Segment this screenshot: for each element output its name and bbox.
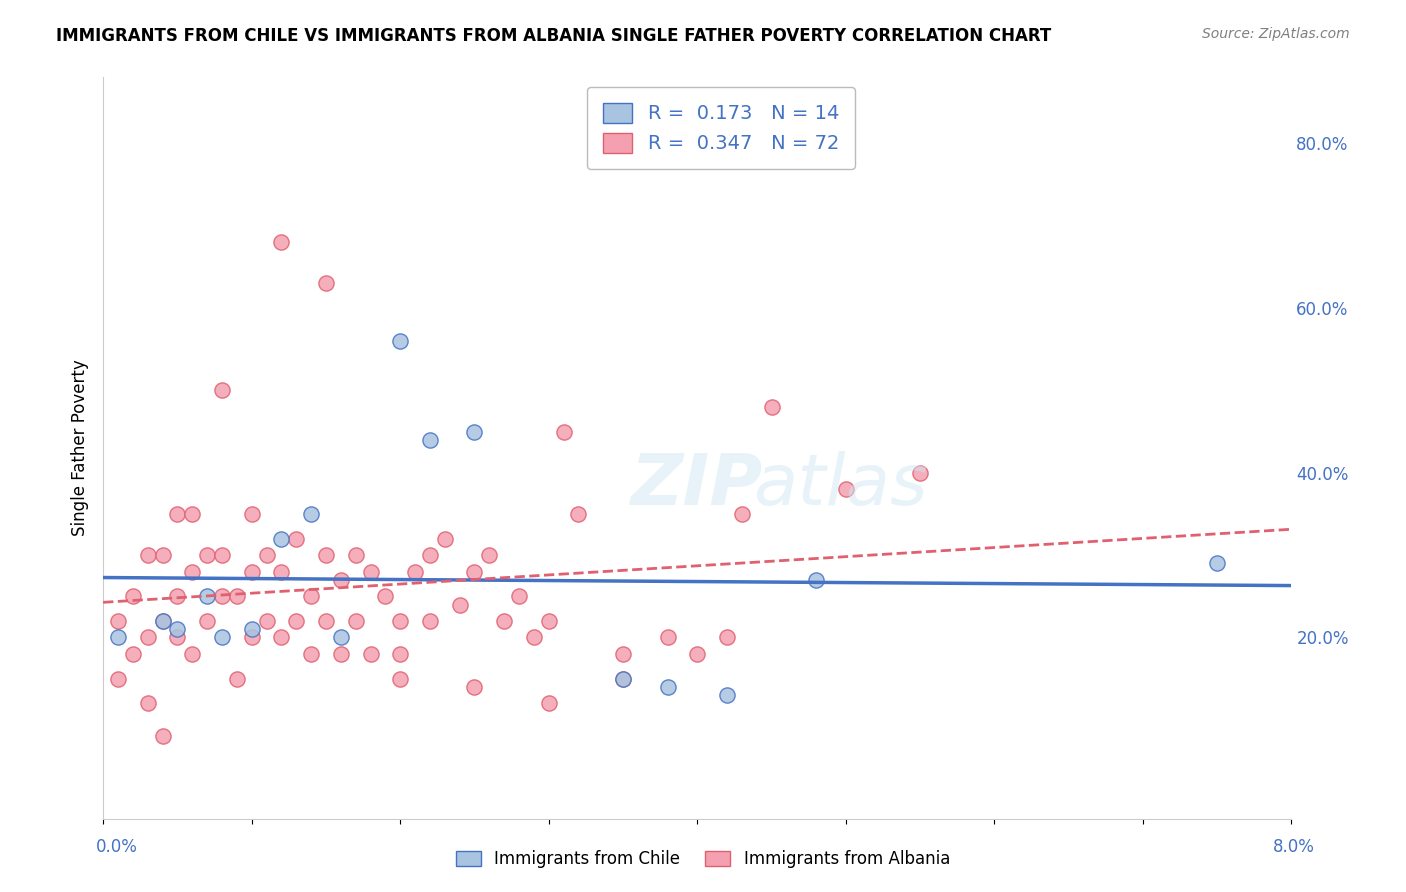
Point (195, 548, 218, 562)
Point (107, 672, 129, 686)
Text: 0.0%: 0.0% (96, 838, 138, 855)
Point (299, 647, 322, 661)
Point (329, 631, 352, 645)
Point (256, 614, 278, 628)
Point (389, 614, 412, 628)
Point (419, 548, 441, 562)
Point (463, 425, 485, 439)
Point (360, 647, 382, 661)
Point (121, 589, 143, 603)
Text: IMMIGRANTS FROM CHILE VS IMMIGRANTS FROM ALBANIA SINGLE FATHER POVERTY CORRELATI: IMMIGRANTS FROM CHILE VS IMMIGRANTS FROM… (56, 27, 1052, 45)
Point (152, 548, 174, 562)
Point (344, 548, 367, 562)
Point (494, 614, 516, 628)
Y-axis label: Single Father Poverty: Single Father Poverty (72, 359, 89, 536)
Point (315, 277, 337, 291)
Point (285, 614, 308, 628)
Point (166, 589, 188, 603)
Point (240, 631, 263, 645)
Point (107, 614, 129, 628)
Point (315, 614, 337, 628)
Point (121, 647, 143, 661)
Point (419, 433, 441, 447)
Point (657, 680, 679, 694)
Point (256, 548, 278, 562)
Point (433, 532, 456, 546)
Point (240, 622, 263, 636)
Point (181, 565, 204, 579)
Point (389, 672, 412, 686)
Point (449, 598, 471, 612)
Point (908, 466, 931, 480)
Point (195, 614, 218, 628)
Point (152, 729, 174, 743)
Point (553, 425, 575, 439)
Point (166, 631, 188, 645)
Point (835, 482, 858, 496)
Point (463, 565, 485, 579)
Point (686, 647, 709, 661)
Point (404, 565, 426, 579)
Point (716, 631, 738, 645)
Point (299, 507, 322, 521)
Point (463, 680, 485, 694)
Point (136, 631, 159, 645)
Point (152, 614, 174, 628)
Point (225, 672, 247, 686)
Point (299, 589, 322, 603)
Point (374, 589, 396, 603)
Point (657, 631, 679, 645)
Point (329, 573, 352, 587)
Point (107, 631, 129, 645)
Legend: R =  0.173   N = 14, R =  0.347   N = 72: R = 0.173 N = 14, R = 0.347 N = 72 (588, 87, 855, 169)
Point (523, 631, 546, 645)
Point (285, 532, 308, 546)
Point (612, 672, 634, 686)
Point (419, 614, 441, 628)
Point (761, 400, 783, 414)
Point (344, 614, 367, 628)
Point (166, 507, 188, 521)
Point (329, 647, 352, 661)
Point (716, 688, 738, 702)
Point (240, 565, 263, 579)
Point (181, 647, 204, 661)
Point (136, 548, 159, 562)
Point (537, 696, 560, 710)
Point (1206, 557, 1229, 571)
Point (360, 565, 382, 579)
Point (181, 507, 204, 521)
Point (389, 647, 412, 661)
Point (804, 573, 827, 587)
Point (270, 235, 292, 249)
Point (211, 548, 233, 562)
Text: atlas: atlas (752, 450, 927, 519)
Point (166, 622, 188, 636)
Point (567, 507, 589, 521)
Point (240, 507, 263, 521)
Point (152, 614, 174, 628)
Point (270, 631, 292, 645)
Point (731, 507, 754, 521)
Point (612, 647, 634, 661)
Point (270, 565, 292, 579)
Point (211, 384, 233, 398)
Point (389, 334, 412, 348)
Point (136, 696, 159, 710)
Point (508, 589, 530, 603)
Point (478, 548, 501, 562)
Legend: Immigrants from Chile, Immigrants from Albania: Immigrants from Chile, Immigrants from A… (450, 844, 956, 875)
Text: 8.0%: 8.0% (1272, 838, 1315, 855)
Point (211, 589, 233, 603)
Text: ZIP: ZIP (631, 450, 763, 519)
Point (315, 548, 337, 562)
Point (270, 532, 292, 546)
Point (211, 631, 233, 645)
Point (225, 589, 247, 603)
Text: Source: ZipAtlas.com: Source: ZipAtlas.com (1202, 27, 1350, 41)
Point (537, 614, 560, 628)
Point (612, 672, 634, 686)
Point (195, 589, 218, 603)
